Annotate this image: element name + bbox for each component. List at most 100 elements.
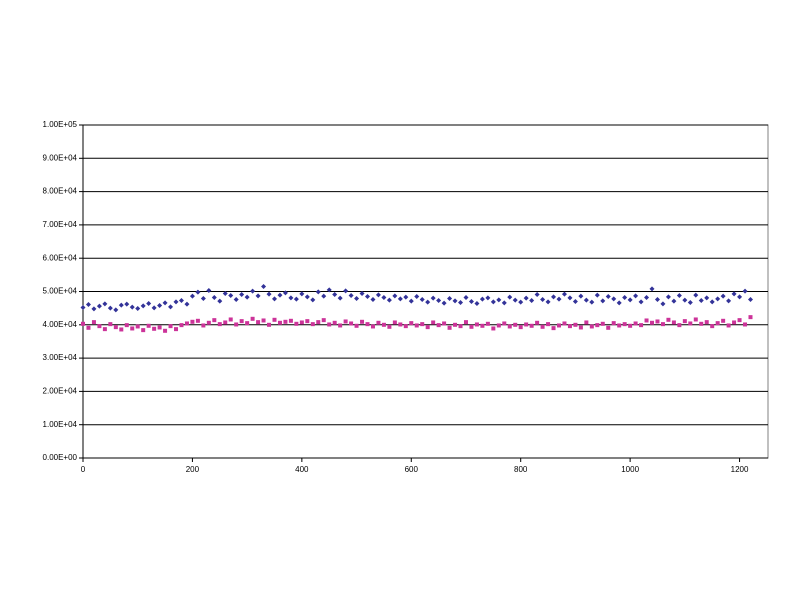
point bbox=[310, 297, 316, 303]
point bbox=[398, 322, 403, 327]
point bbox=[709, 299, 715, 305]
point bbox=[386, 297, 392, 303]
point bbox=[622, 322, 627, 327]
point bbox=[376, 320, 381, 325]
point bbox=[277, 320, 282, 325]
point bbox=[605, 293, 611, 299]
point bbox=[441, 300, 447, 306]
point bbox=[535, 320, 540, 325]
point bbox=[354, 295, 360, 301]
y-tick-label: 9.00E+04 bbox=[43, 153, 78, 162]
point bbox=[141, 328, 146, 333]
point bbox=[655, 319, 660, 324]
point bbox=[594, 292, 600, 298]
point bbox=[567, 295, 573, 301]
y-tick-label: 2.00E+04 bbox=[43, 387, 78, 396]
point bbox=[304, 294, 310, 300]
point bbox=[168, 304, 174, 310]
point bbox=[375, 292, 381, 298]
point bbox=[644, 318, 649, 323]
point bbox=[545, 299, 551, 305]
point bbox=[639, 323, 644, 328]
point bbox=[327, 322, 332, 327]
point bbox=[419, 296, 425, 302]
point bbox=[704, 295, 710, 301]
point bbox=[474, 322, 479, 327]
point bbox=[179, 323, 184, 328]
x-tick-label: 800 bbox=[514, 465, 528, 474]
point bbox=[321, 318, 326, 323]
point bbox=[140, 303, 146, 309]
point bbox=[310, 322, 315, 327]
point bbox=[288, 318, 293, 323]
point bbox=[348, 292, 354, 298]
point bbox=[409, 321, 414, 326]
point bbox=[370, 324, 375, 329]
point bbox=[737, 318, 742, 323]
point bbox=[430, 295, 436, 301]
point bbox=[732, 320, 737, 325]
x-tick-label: 0 bbox=[81, 465, 86, 474]
point bbox=[271, 296, 277, 302]
point bbox=[222, 290, 228, 296]
point bbox=[261, 318, 266, 323]
point bbox=[715, 296, 721, 302]
point bbox=[201, 323, 206, 328]
point bbox=[556, 296, 562, 302]
point bbox=[743, 322, 748, 327]
point bbox=[480, 323, 485, 328]
point bbox=[572, 298, 578, 304]
point bbox=[671, 320, 676, 325]
point bbox=[501, 300, 507, 306]
point bbox=[583, 297, 589, 303]
point bbox=[299, 291, 305, 297]
point bbox=[742, 288, 748, 294]
point bbox=[206, 320, 211, 325]
point bbox=[650, 320, 655, 325]
point bbox=[299, 320, 304, 325]
point bbox=[381, 294, 387, 300]
point bbox=[649, 286, 655, 292]
point bbox=[671, 298, 677, 304]
point bbox=[119, 327, 124, 332]
point bbox=[81, 321, 85, 326]
point bbox=[524, 322, 529, 327]
point bbox=[360, 319, 365, 324]
point bbox=[622, 294, 628, 300]
point bbox=[447, 325, 452, 330]
point bbox=[354, 323, 359, 328]
point bbox=[704, 320, 709, 325]
point bbox=[458, 299, 464, 305]
point bbox=[699, 321, 704, 326]
point bbox=[715, 321, 720, 326]
point bbox=[365, 322, 370, 327]
point bbox=[200, 295, 206, 301]
point bbox=[261, 284, 267, 290]
point bbox=[595, 323, 600, 328]
point bbox=[282, 290, 288, 296]
point bbox=[190, 319, 195, 324]
point bbox=[726, 298, 732, 304]
point bbox=[337, 295, 343, 301]
point bbox=[244, 294, 250, 300]
point bbox=[146, 323, 151, 328]
point bbox=[628, 323, 633, 328]
point bbox=[245, 321, 250, 326]
point bbox=[617, 323, 622, 328]
point bbox=[174, 327, 179, 332]
point bbox=[534, 291, 540, 297]
point bbox=[420, 322, 425, 327]
point bbox=[316, 320, 321, 325]
point bbox=[239, 291, 245, 297]
point bbox=[108, 322, 113, 327]
point bbox=[474, 300, 480, 306]
point bbox=[102, 301, 108, 307]
y-tick-label: 0.00E+00 bbox=[43, 453, 78, 462]
point bbox=[523, 295, 529, 301]
point bbox=[710, 324, 715, 329]
point bbox=[644, 294, 650, 300]
point bbox=[157, 302, 163, 308]
point bbox=[414, 293, 420, 299]
point bbox=[267, 322, 272, 327]
point bbox=[157, 325, 162, 330]
